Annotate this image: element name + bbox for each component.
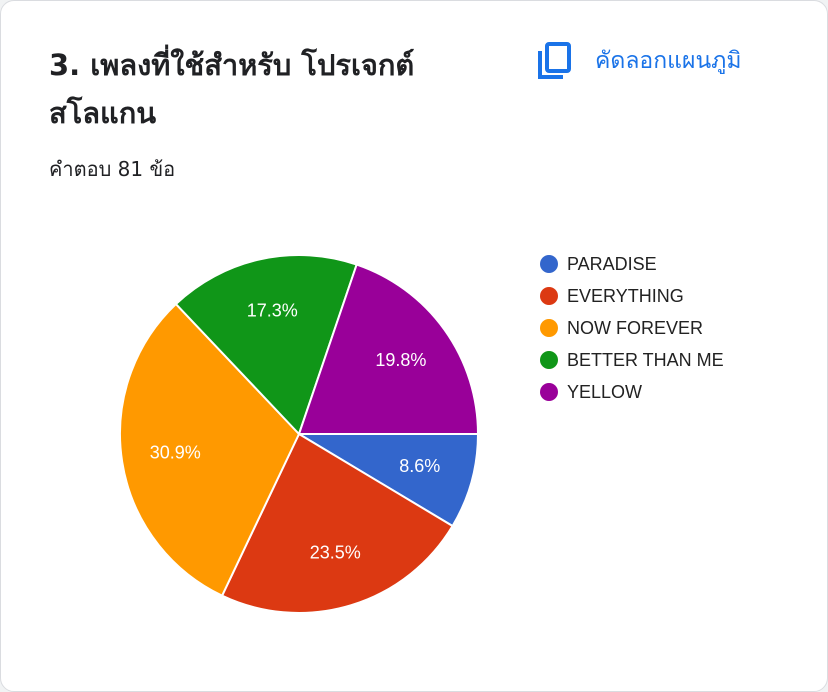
legend-swatch [540,255,558,273]
legend-swatch [540,319,558,337]
slice-label: 30.9% [150,442,201,462]
pie-slice [220,432,454,614]
pie-slice [119,302,301,597]
legend-label: EVERYTHING [567,286,684,306]
slice-label: 17.3% [247,300,298,320]
legend-swatch [540,351,558,369]
copy-chart-button[interactable]: คัดลอกแผนภูมิ [537,41,742,81]
legend-label: BETTER THAN ME [567,350,724,370]
chart: 8.6% 23.5% 30.9% 17.3% 19.8% PARADISE EVERYTHI… [119,254,724,614]
chart-subtitle: คำตอบ 81 ข้อ [49,157,176,181]
copy-icon [538,42,571,79]
legend-swatch [540,287,558,305]
legend-label: PARADISE [567,254,657,274]
legend-label: YELLOW [567,382,642,402]
copy-chart-label: คัดลอกแผนภูมิ [595,48,742,74]
legend-label: NOW FOREVER [567,318,703,338]
pie-slice [297,263,480,435]
chart-title: 3. เพลงที่ใช้สำหรับ โปรเจกต์ สโลแกน [49,48,415,130]
pie-slice [295,433,480,528]
legend-swatch [540,383,558,401]
slice-label: 8.6% [399,456,440,476]
pie-slice [174,254,358,436]
slice-label: 19.8% [375,350,426,370]
slice-label: 23.5% [310,543,361,563]
